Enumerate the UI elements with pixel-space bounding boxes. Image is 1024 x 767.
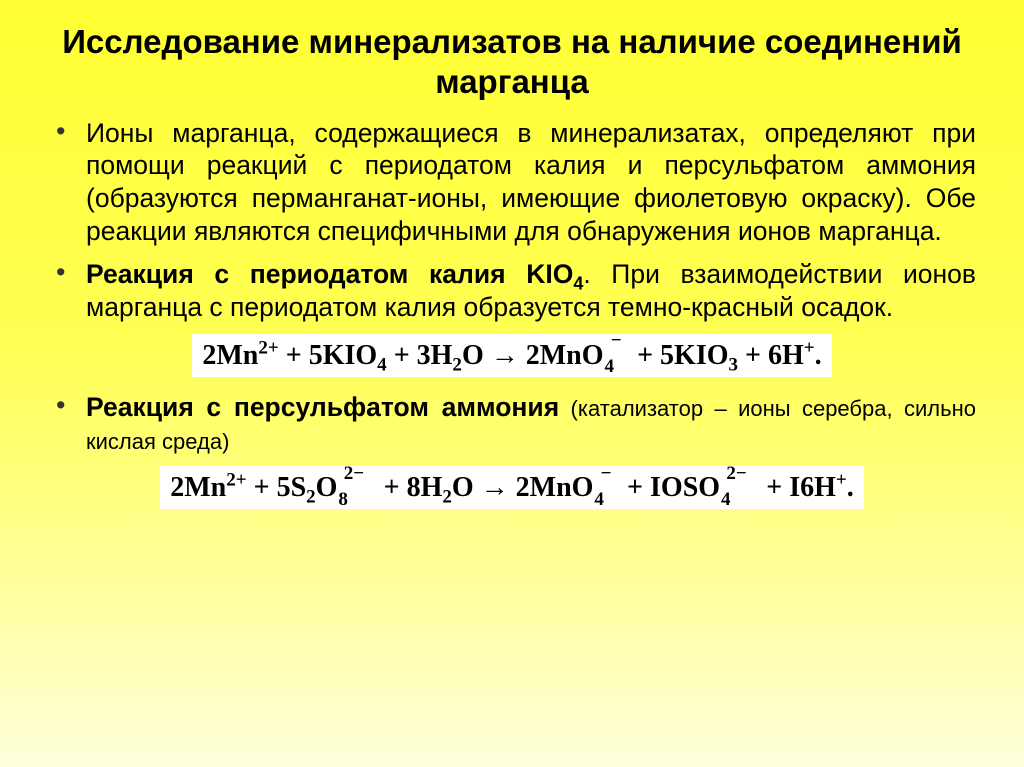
persulfate-heading: Реакция с персульфатом аммония	[86, 392, 559, 422]
list-item: Реакция с персульфатом аммония (катализа…	[48, 391, 976, 457]
list-item: Ионы марганца, содержащиеся в минерализа…	[48, 117, 976, 248]
periodate-paragraph: Реакция с периодатом калия KIO4. При вза…	[86, 258, 976, 324]
equation-1-wrap: 2Mn2+ + 5KIO4 + 3H2O → 2MnO4− + 5KIO3 + …	[48, 334, 976, 377]
bullet-list: Ионы марганца, содержащиеся в минерализа…	[48, 117, 976, 324]
periodate-heading: Реакция с периодатом калия KIO4	[86, 259, 583, 289]
bullet-list-2: Реакция с персульфатом аммония (катализа…	[48, 391, 976, 457]
intro-paragraph: Ионы марганца, содержащиеся в минерализа…	[86, 117, 976, 248]
page-title: Исследование минерализатов на наличие со…	[48, 22, 976, 103]
persulfate-paragraph: Реакция с персульфатом аммония (катализа…	[86, 391, 976, 457]
list-item: Реакция с периодатом калия KIO4. При вза…	[48, 258, 976, 324]
equation-2-wrap: 2Mn2+ + 5S2O82− + 8H2O → 2MnO4− + IOSO42…	[48, 466, 976, 509]
equation-2: 2Mn2+ + 5S2O82− + 8H2O → 2MnO4− + IOSO42…	[160, 466, 863, 509]
equation-1: 2Mn2+ + 5KIO4 + 3H2O → 2MnO4− + 5KIO3 + …	[192, 334, 831, 377]
